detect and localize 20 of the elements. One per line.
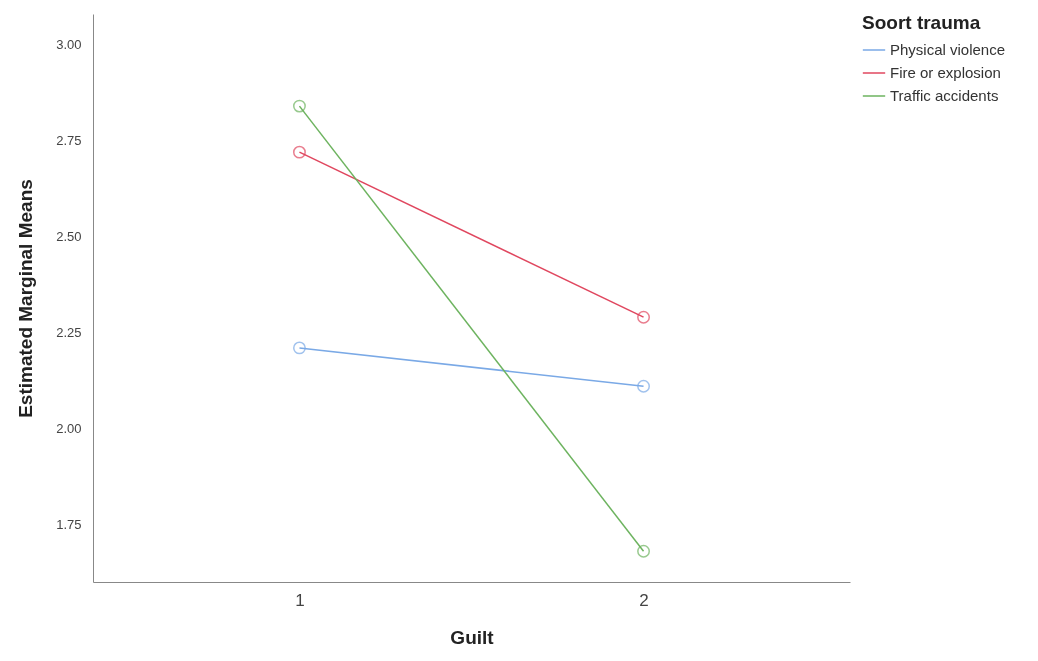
legend-label: Traffic accidents <box>890 87 999 104</box>
point <box>637 379 650 393</box>
legend-label: Fire or explosion <box>890 64 1001 81</box>
point <box>637 544 650 558</box>
x-axis-title: Guilt <box>450 626 495 648</box>
legend-label: Physical violence <box>890 41 1006 58</box>
point <box>293 99 306 113</box>
y-tick-label: 2.25 <box>56 325 82 341</box>
y-tick-label: 2.50 <box>56 229 82 245</box>
y-tick-label: 2.00 <box>56 420 82 436</box>
legend-title: Soort trauma <box>862 12 981 33</box>
x-tick-label: 2 <box>639 590 649 610</box>
point <box>293 145 306 159</box>
y-axis-title: Estimated Marginal Means <box>15 179 37 418</box>
y-tick-label: 1.75 <box>56 516 82 532</box>
y-tick-label: 2.75 <box>56 133 82 149</box>
point <box>293 341 306 355</box>
point <box>637 310 650 324</box>
x-tick-label: 1 <box>295 590 305 610</box>
y-tick-label: 3.00 <box>56 37 82 53</box>
